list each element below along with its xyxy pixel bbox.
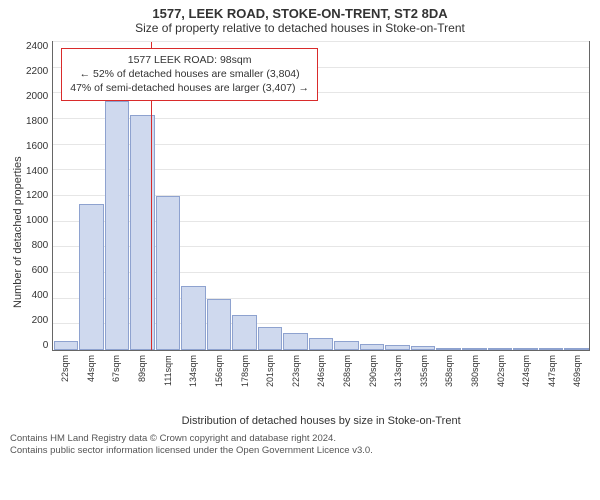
annotation-line3: 47% of semi-detached houses are larger (… [70,81,309,95]
bar [462,348,487,350]
x-tick: 223sqm [283,353,309,413]
x-axis-ticks: 22sqm44sqm67sqm89sqm111sqm134sqm156sqm17… [52,353,590,413]
bar [309,338,334,350]
chart-container: 1577, LEEK ROAD, STOKE-ON-TRENT, ST2 8DA… [0,0,600,500]
bar [436,348,461,350]
annotation-line2: ← 52% of detached houses are smaller (3,… [70,67,309,81]
chart-body: Number of detached properties 2400 2200 20… [10,37,590,427]
attribution-line2: Contains public sector information licen… [10,445,590,457]
bar [258,327,283,350]
y-axis-ticks: 2400220020001800160014001200100080060040… [26,41,52,351]
x-axis-label: Distribution of detached houses by size … [52,415,590,427]
y-tick: 1200 [26,190,48,201]
bar [79,204,104,350]
annotation-line1: 1577 LEEK ROAD: 98sqm [70,53,309,67]
x-tick: 290sqm [360,353,386,413]
y-tick: 2400 [26,41,48,52]
x-tick: 178sqm [232,353,258,413]
attribution-line1: Contains HM Land Registry data © Crown c… [10,433,590,445]
y-tick: 1800 [26,116,48,127]
x-tick: 380sqm [462,353,488,413]
y-tick: 600 [32,265,49,276]
bar [411,346,436,350]
x-tick: 424sqm [513,353,539,413]
x-tick: 111sqm [155,353,181,413]
y-tick: 1600 [26,141,48,152]
y-tick: 2000 [26,91,48,102]
x-tick: 358sqm [436,353,462,413]
attribution: Contains HM Land Registry data © Crown c… [10,433,590,457]
bar [156,196,181,350]
y-tick: 800 [32,240,49,251]
y-tick: 400 [32,290,49,301]
bar [181,286,206,350]
y-tick: 1000 [26,215,48,226]
bar [360,344,385,350]
x-tick: 89sqm [129,353,155,413]
x-tick: 156sqm [206,353,232,413]
y-tick: 1400 [26,166,48,177]
annotation-box: 1577 LEEK ROAD: 98sqm ← 52% of detached … [61,48,318,101]
x-tick: 201sqm [257,353,283,413]
bar [232,315,257,350]
bar [207,299,232,350]
y-tick: 200 [32,315,49,326]
chart-subtitle: Size of property relative to detached ho… [10,21,590,35]
y-tick: 0 [43,340,49,351]
x-tick: 22sqm [52,353,78,413]
plot-area: 1577 LEEK ROAD: 98sqm ← 52% of detached … [52,41,590,351]
bar [513,348,538,350]
x-tick: 402sqm [488,353,514,413]
bar [334,341,359,350]
bar [283,333,308,350]
x-tick: 44sqm [78,353,104,413]
x-tick: 313sqm [385,353,411,413]
x-tick: 469sqm [564,353,590,413]
bar [105,101,130,350]
bar [488,348,513,350]
bar [54,341,79,350]
bar [564,348,589,350]
x-tick: 335sqm [411,353,437,413]
x-tick: 447sqm [539,353,565,413]
y-axis-label: Number of detached properties [10,37,26,427]
x-tick: 268sqm [334,353,360,413]
y-tick: 2200 [26,66,48,77]
page-title: 1577, LEEK ROAD, STOKE-ON-TRENT, ST2 8DA [10,6,590,21]
x-tick: 246sqm [308,353,334,413]
bar [385,345,410,350]
x-tick: 67sqm [103,353,129,413]
bar [539,348,564,350]
x-tick: 134sqm [180,353,206,413]
